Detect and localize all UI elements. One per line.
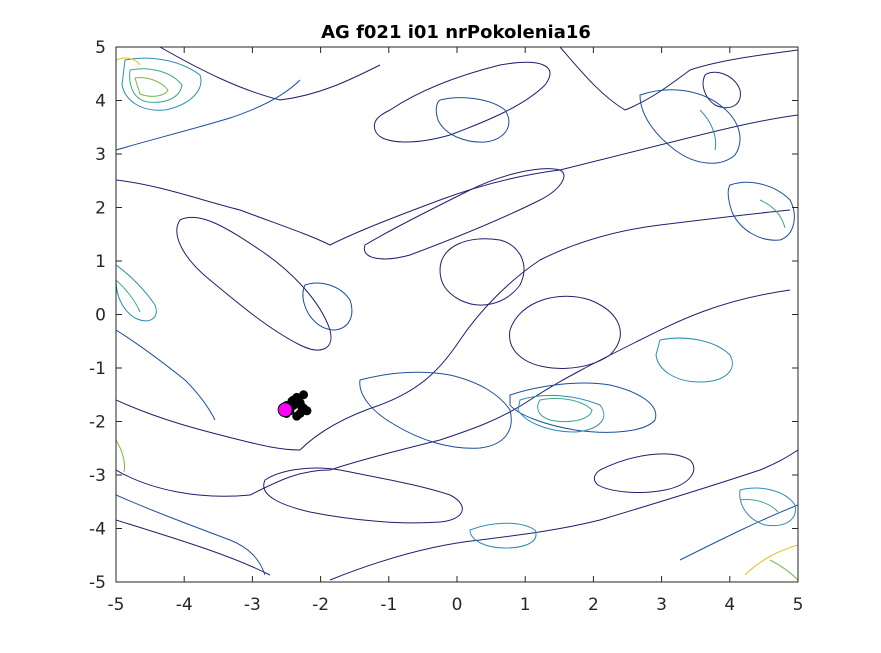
x-tick-label: -2	[312, 595, 329, 615]
contour-level-1-blob-g	[593, 453, 695, 493]
population-point	[287, 396, 297, 406]
contour-level-1-diag-lower	[116, 449, 798, 581]
y-tick-label: 1	[95, 252, 106, 272]
x-tick-label: 3	[656, 595, 667, 615]
x-tick-label: 0	[452, 595, 463, 615]
contour-level-2-e	[727, 181, 795, 241]
y-tick-label: -3	[89, 466, 106, 486]
contour-level-2-f	[302, 282, 353, 331]
contour-level-1-ellipse-b	[373, 61, 551, 143]
contour-level-2-b	[359, 371, 512, 449]
contour-level-2-h	[116, 494, 798, 576]
y-tick-label: 3	[95, 145, 106, 165]
best-point	[277, 402, 293, 418]
contour-level-4-a	[129, 68, 593, 423]
x-tick-label: 1	[520, 595, 531, 615]
chart-title: AG f021 i01 nrPokolenia16	[321, 22, 591, 43]
axes: -5 -4 -3 -2 -1 0 1 2 3 4 5 -5 -4 -3 -2 -1 0 1 2 3 4 5	[89, 38, 803, 615]
population-point	[297, 402, 307, 412]
contour-level-1-band-upper	[116, 114, 798, 246]
population-points	[277, 390, 312, 421]
contour-level-5-a	[116, 77, 798, 581]
contour-level-4-b	[116, 199, 786, 513]
y-tick-label: -1	[89, 359, 106, 379]
x-tick-label: -3	[244, 595, 261, 615]
x-tick-label: -5	[108, 595, 125, 615]
contour-level-2-a	[116, 79, 301, 421]
x-tick-label: -4	[176, 595, 193, 615]
x-tick-label: 4	[724, 595, 735, 615]
contour-level-2-c	[509, 382, 657, 433]
x-tick-label: 2	[588, 595, 599, 615]
contour-level-3-e	[469, 487, 796, 549]
contour-level-1-blob-h	[702, 71, 741, 109]
contour-level-3-a	[121, 57, 202, 111]
contour-level-6-a	[116, 57, 798, 576]
contour-level-1-ellipse-a	[176, 216, 332, 351]
contour-level-3-d	[116, 109, 717, 322]
contour-level-1-main	[116, 209, 791, 497]
contour-level-1-blob-f	[263, 467, 463, 524]
y-tick-label: -4	[89, 520, 106, 540]
y-tick-label: 2	[95, 199, 106, 219]
population-point	[292, 411, 302, 421]
contour-level-2-d	[639, 89, 741, 164]
y-tick-label: -5	[89, 573, 106, 593]
contour-level-1-diag-upper	[159, 47, 798, 111]
contour-level-1-ellipse-c	[363, 168, 565, 260]
contour-level-2-g	[435, 97, 510, 143]
contour-level-3-c	[517, 394, 605, 433]
contour-level-1-blob-d	[439, 238, 525, 306]
contour-lines	[116, 47, 798, 581]
y-tick-label: -2	[89, 413, 106, 433]
y-tick-label: 0	[95, 306, 106, 326]
population-point	[299, 390, 309, 400]
y-tick-label: 4	[95, 92, 106, 112]
contour-level-3-b	[655, 337, 733, 383]
x-tick-label: 5	[793, 595, 804, 615]
x-tick-label: -1	[380, 595, 397, 615]
y-tick-label: 5	[95, 38, 106, 58]
contour-level-1-blob-e	[509, 295, 621, 369]
